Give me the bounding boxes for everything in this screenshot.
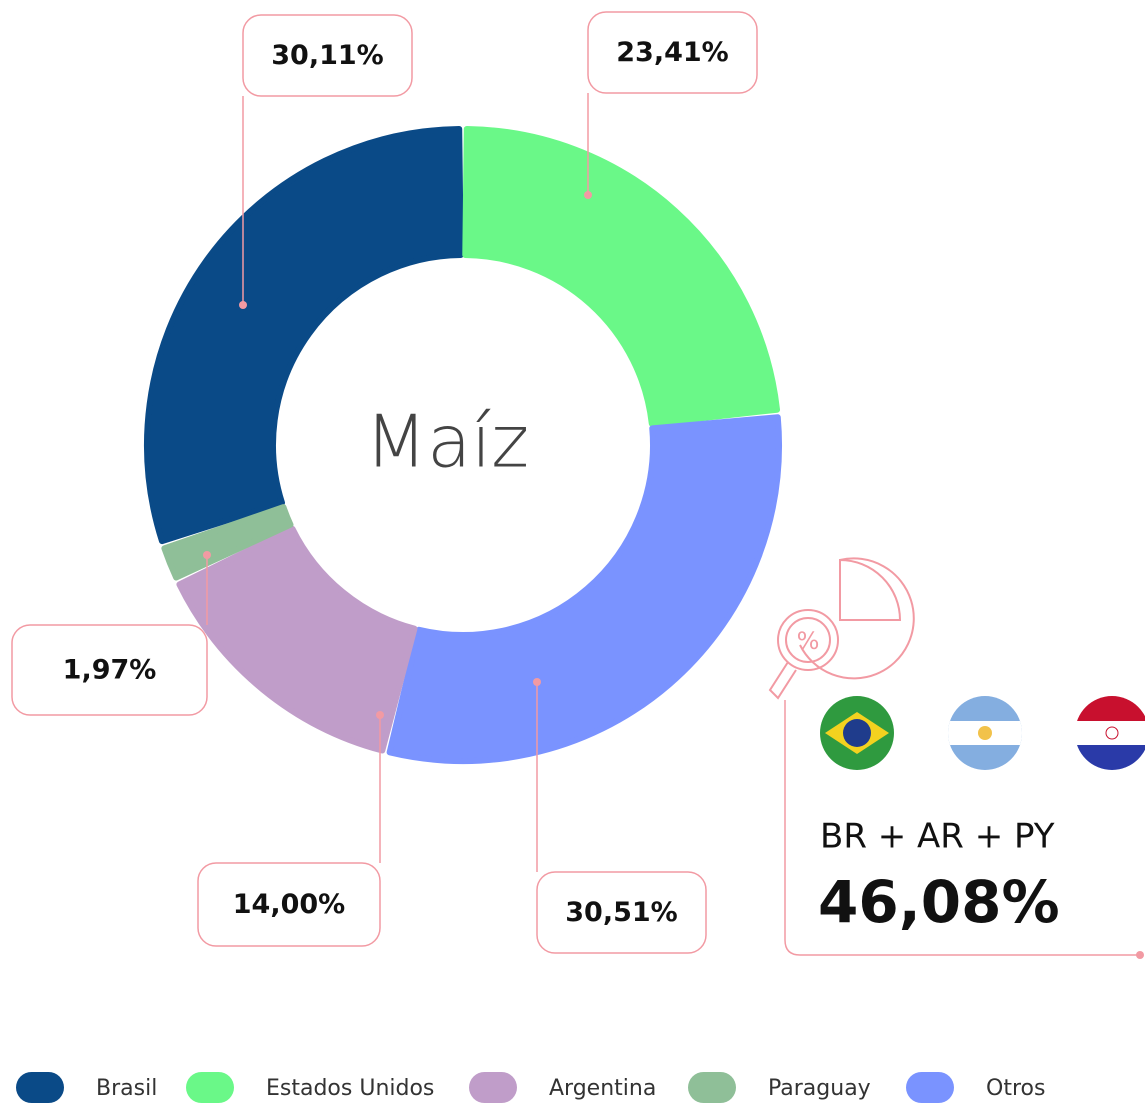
center-label: Maíz xyxy=(365,400,529,484)
label-dot xyxy=(203,551,211,559)
legend-swatch xyxy=(186,1072,234,1103)
flag-brasil xyxy=(820,696,894,770)
legend-label: Otros xyxy=(986,1076,1045,1101)
value-label: 30,11% xyxy=(271,40,383,71)
flag-paraguay xyxy=(1075,696,1145,770)
label-dot xyxy=(239,301,247,309)
label-dot xyxy=(376,711,384,719)
callout-line xyxy=(784,700,1140,956)
label-box xyxy=(536,871,707,954)
label-dot xyxy=(584,191,592,199)
highlight-callout: % BR + AR + PY 46,08% xyxy=(768,557,1145,959)
legend-label: Paraguay xyxy=(768,1076,871,1101)
donut-segment xyxy=(176,525,418,754)
label-box xyxy=(587,11,758,94)
donut-segment xyxy=(161,504,294,581)
flag-argentina xyxy=(948,696,1022,770)
legend-label: Brasil xyxy=(96,1076,157,1101)
donut-segment xyxy=(386,414,782,764)
callout-dot xyxy=(1136,951,1144,959)
value-label: 14,00% xyxy=(233,889,345,920)
value-label: 30,51% xyxy=(565,897,677,928)
legend-swatch xyxy=(469,1072,517,1103)
donut xyxy=(144,126,782,764)
svg-text:%: % xyxy=(797,627,820,655)
legend-swatch xyxy=(16,1072,64,1103)
label-box xyxy=(197,862,381,947)
legend-swatch xyxy=(688,1072,736,1103)
highlight-value: 46,08% xyxy=(818,868,1060,936)
legend-label: Estados Unidos xyxy=(266,1076,434,1101)
highlight-label: BR + AR + PY xyxy=(820,817,1055,857)
value-label: 1,97% xyxy=(63,655,157,686)
label-box xyxy=(242,14,413,97)
donut-segment xyxy=(462,126,781,427)
donut-segment xyxy=(144,126,464,545)
value-label: 23,41% xyxy=(616,37,728,68)
label-dot xyxy=(533,678,541,686)
label-box xyxy=(11,624,208,716)
magnifier-icon: % xyxy=(768,557,915,700)
legend-swatch xyxy=(906,1072,954,1103)
legend-label: Argentina xyxy=(549,1076,656,1101)
